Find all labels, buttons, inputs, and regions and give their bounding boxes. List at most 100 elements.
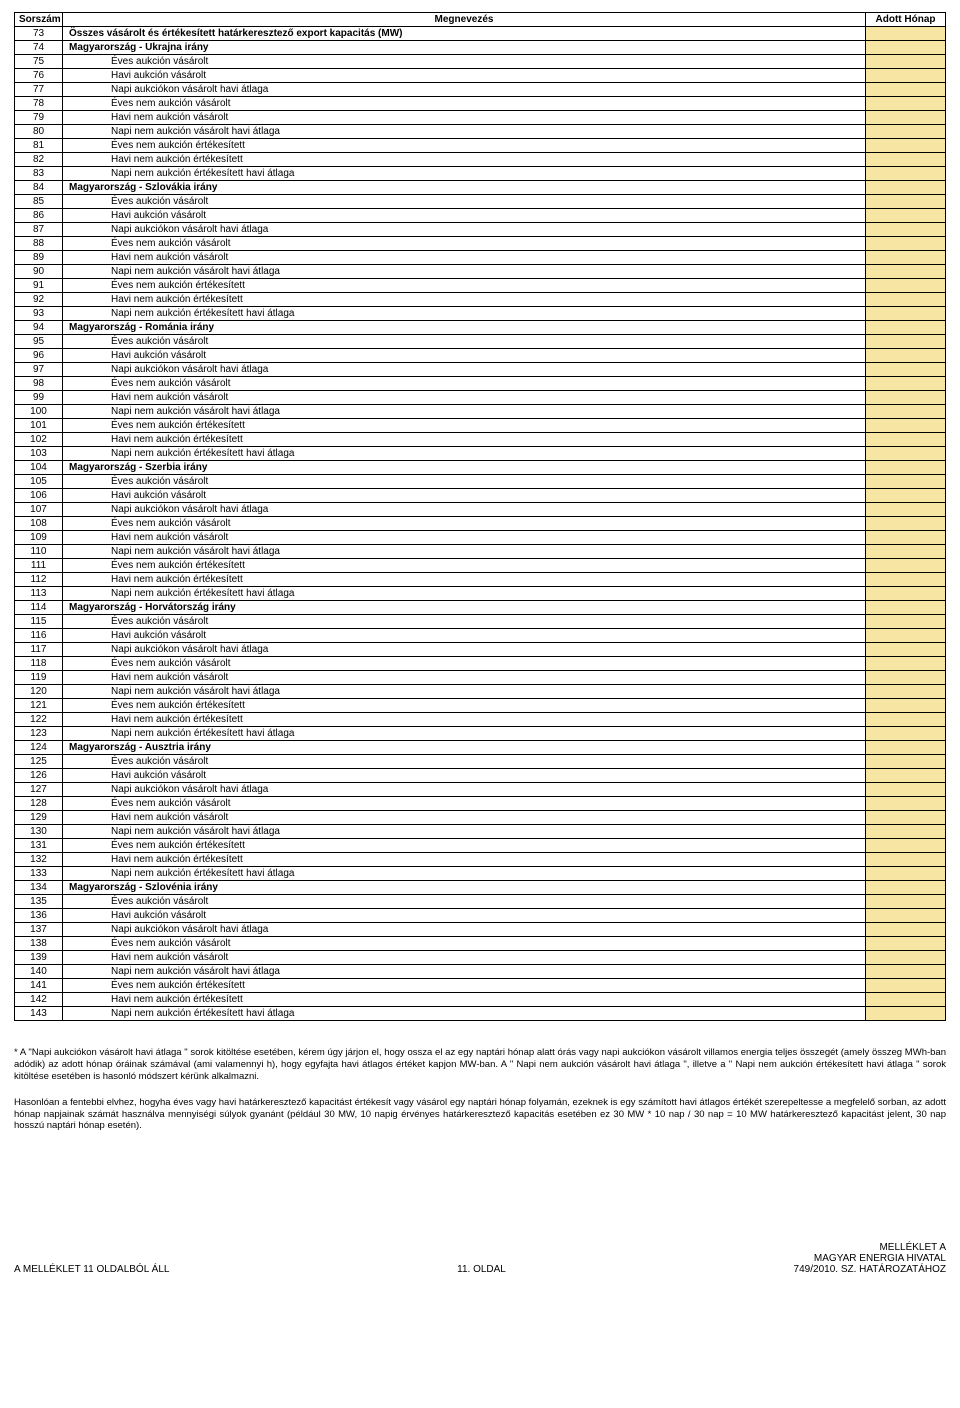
- table-row: 117Napi aukciókon vásárolt havi átlaga: [15, 643, 946, 657]
- row-num: 135: [15, 895, 63, 909]
- table-row: 102Havi nem aukción értékesített: [15, 433, 946, 447]
- table-row: 127Napi aukciókon vásárolt havi átlaga: [15, 783, 946, 797]
- row-num: 78: [15, 97, 63, 111]
- row-num: 120: [15, 685, 63, 699]
- section-header-label: Magyarország - Románia irány: [63, 321, 866, 335]
- table-row: 97Napi aukciókon vásárolt havi átlaga: [15, 363, 946, 377]
- row-label: Napi nem aukción vásárolt havi átlaga: [63, 685, 866, 699]
- row-num: 130: [15, 825, 63, 839]
- row-num: 128: [15, 797, 63, 811]
- row-num: 110: [15, 545, 63, 559]
- table-row: 93Napi nem aukción értékesített havi átl…: [15, 307, 946, 321]
- row-value: [866, 839, 946, 853]
- section-header-label: Magyarország - Horvátország irány: [63, 601, 866, 615]
- row-num: 103: [15, 447, 63, 461]
- row-label: Napi aukciókon vásárolt havi átlaga: [63, 223, 866, 237]
- row-num: 102: [15, 433, 63, 447]
- table-row: 128Éves nem aukción vásárolt: [15, 797, 946, 811]
- row-label: Napi nem aukción vásárolt havi átlaga: [63, 405, 866, 419]
- row-value: [866, 797, 946, 811]
- row-label: Éves nem aukción vásárolt: [63, 657, 866, 671]
- footer-right-1: MELLÉKLET A: [794, 1242, 946, 1253]
- footer-right: MELLÉKLET A MAGYAR ENERGIA HIVATAL 749/2…: [794, 1242, 946, 1275]
- table-row: 138Éves nem aukción vásárolt: [15, 937, 946, 951]
- row-value: [866, 363, 946, 377]
- table-row: 123Napi nem aukción értékesített havi át…: [15, 727, 946, 741]
- row-label: Havi aukción vásárolt: [63, 69, 866, 83]
- row-label: Havi nem aukción értékesített: [63, 573, 866, 587]
- row-num: 93: [15, 307, 63, 321]
- row-label: Havi aukción vásárolt: [63, 349, 866, 363]
- row-value: [866, 195, 946, 209]
- row-label: Napi nem aukción értékesített havi átlag…: [63, 727, 866, 741]
- row-num: 85: [15, 195, 63, 209]
- row-num: 106: [15, 489, 63, 503]
- row-label: Havi nem aukción vásárolt: [63, 111, 866, 125]
- row-value: [866, 867, 946, 881]
- section-header-label: Magyarország - Ausztria irány: [63, 741, 866, 755]
- row-num: 111: [15, 559, 63, 573]
- row-value: [866, 923, 946, 937]
- row-value: [866, 979, 946, 993]
- row-num: 113: [15, 587, 63, 601]
- table-row: 73Összes vásárolt és értékesített határk…: [15, 27, 946, 41]
- row-value: [866, 685, 946, 699]
- table-row: 139Havi nem aukción vásárolt: [15, 951, 946, 965]
- row-num: 88: [15, 237, 63, 251]
- row-label: Napi aukciókon vásárolt havi átlaga: [63, 923, 866, 937]
- row-num: 91: [15, 279, 63, 293]
- row-value: [866, 475, 946, 489]
- section-header-row: 124Magyarország - Ausztria irány: [15, 741, 946, 755]
- row-label: Havi aukción vásárolt: [63, 629, 866, 643]
- table-row: 107Napi aukciókon vásárolt havi átlaga: [15, 503, 946, 517]
- row-value: [866, 279, 946, 293]
- row-label: Havi aukción vásárolt: [63, 909, 866, 923]
- row-value: [866, 405, 946, 419]
- row-num: 114: [15, 601, 63, 615]
- table-row: 119Havi nem aukción vásárolt: [15, 671, 946, 685]
- row-value: [866, 783, 946, 797]
- row-value: [866, 741, 946, 755]
- row-num: 86: [15, 209, 63, 223]
- row-label: Napi nem aukción értékesített havi átlag…: [63, 167, 866, 181]
- row-label: Éves aukción vásárolt: [63, 755, 866, 769]
- table-row: 105Éves aukción vásárolt: [15, 475, 946, 489]
- row-label: Havi nem aukción vásárolt: [63, 531, 866, 545]
- row-num: 77: [15, 83, 63, 97]
- row-value: [866, 559, 946, 573]
- row-value: [866, 573, 946, 587]
- section-header-row: 74Magyarország - Ukrajna irány: [15, 41, 946, 55]
- row-label: Havi nem aukción vásárolt: [63, 811, 866, 825]
- row-num: 140: [15, 965, 63, 979]
- row-value: [866, 349, 946, 363]
- row-num: 81: [15, 139, 63, 153]
- row-value: [866, 1007, 946, 1021]
- row-num: 133: [15, 867, 63, 881]
- row-label: Éves nem aukción vásárolt: [63, 797, 866, 811]
- table-row: 100Napi nem aukción vásárolt havi átlaga: [15, 405, 946, 419]
- row-label: Havi aukción vásárolt: [63, 209, 866, 223]
- row-value: [866, 83, 946, 97]
- row-num: 122: [15, 713, 63, 727]
- section-header-row: 84Magyarország - Szlovákia irány: [15, 181, 946, 195]
- table-header-row: Sorszám Megnevezés Adott Hónap: [15, 13, 946, 27]
- row-num: 107: [15, 503, 63, 517]
- row-value: [866, 909, 946, 923]
- row-num: 115: [15, 615, 63, 629]
- row-value: [866, 125, 946, 139]
- table-row: 120Napi nem aukción vásárolt havi átlaga: [15, 685, 946, 699]
- row-label: Napi nem aukción vásárolt havi átlaga: [63, 125, 866, 139]
- row-num: 105: [15, 475, 63, 489]
- footer-center: 11. OLDAL: [457, 1264, 506, 1275]
- row-num: 89: [15, 251, 63, 265]
- row-num: 138: [15, 937, 63, 951]
- row-num: 136: [15, 909, 63, 923]
- row-num: 83: [15, 167, 63, 181]
- row-num: 79: [15, 111, 63, 125]
- row-label: Összes vásárolt és értékesített határker…: [63, 27, 866, 41]
- row-label: Napi nem aukción értékesített havi átlag…: [63, 447, 866, 461]
- table-row: 96Havi aukción vásárolt: [15, 349, 946, 363]
- row-value: [866, 629, 946, 643]
- table-row: 106Havi aukción vásárolt: [15, 489, 946, 503]
- row-label: Havi nem aukción értékesített: [63, 153, 866, 167]
